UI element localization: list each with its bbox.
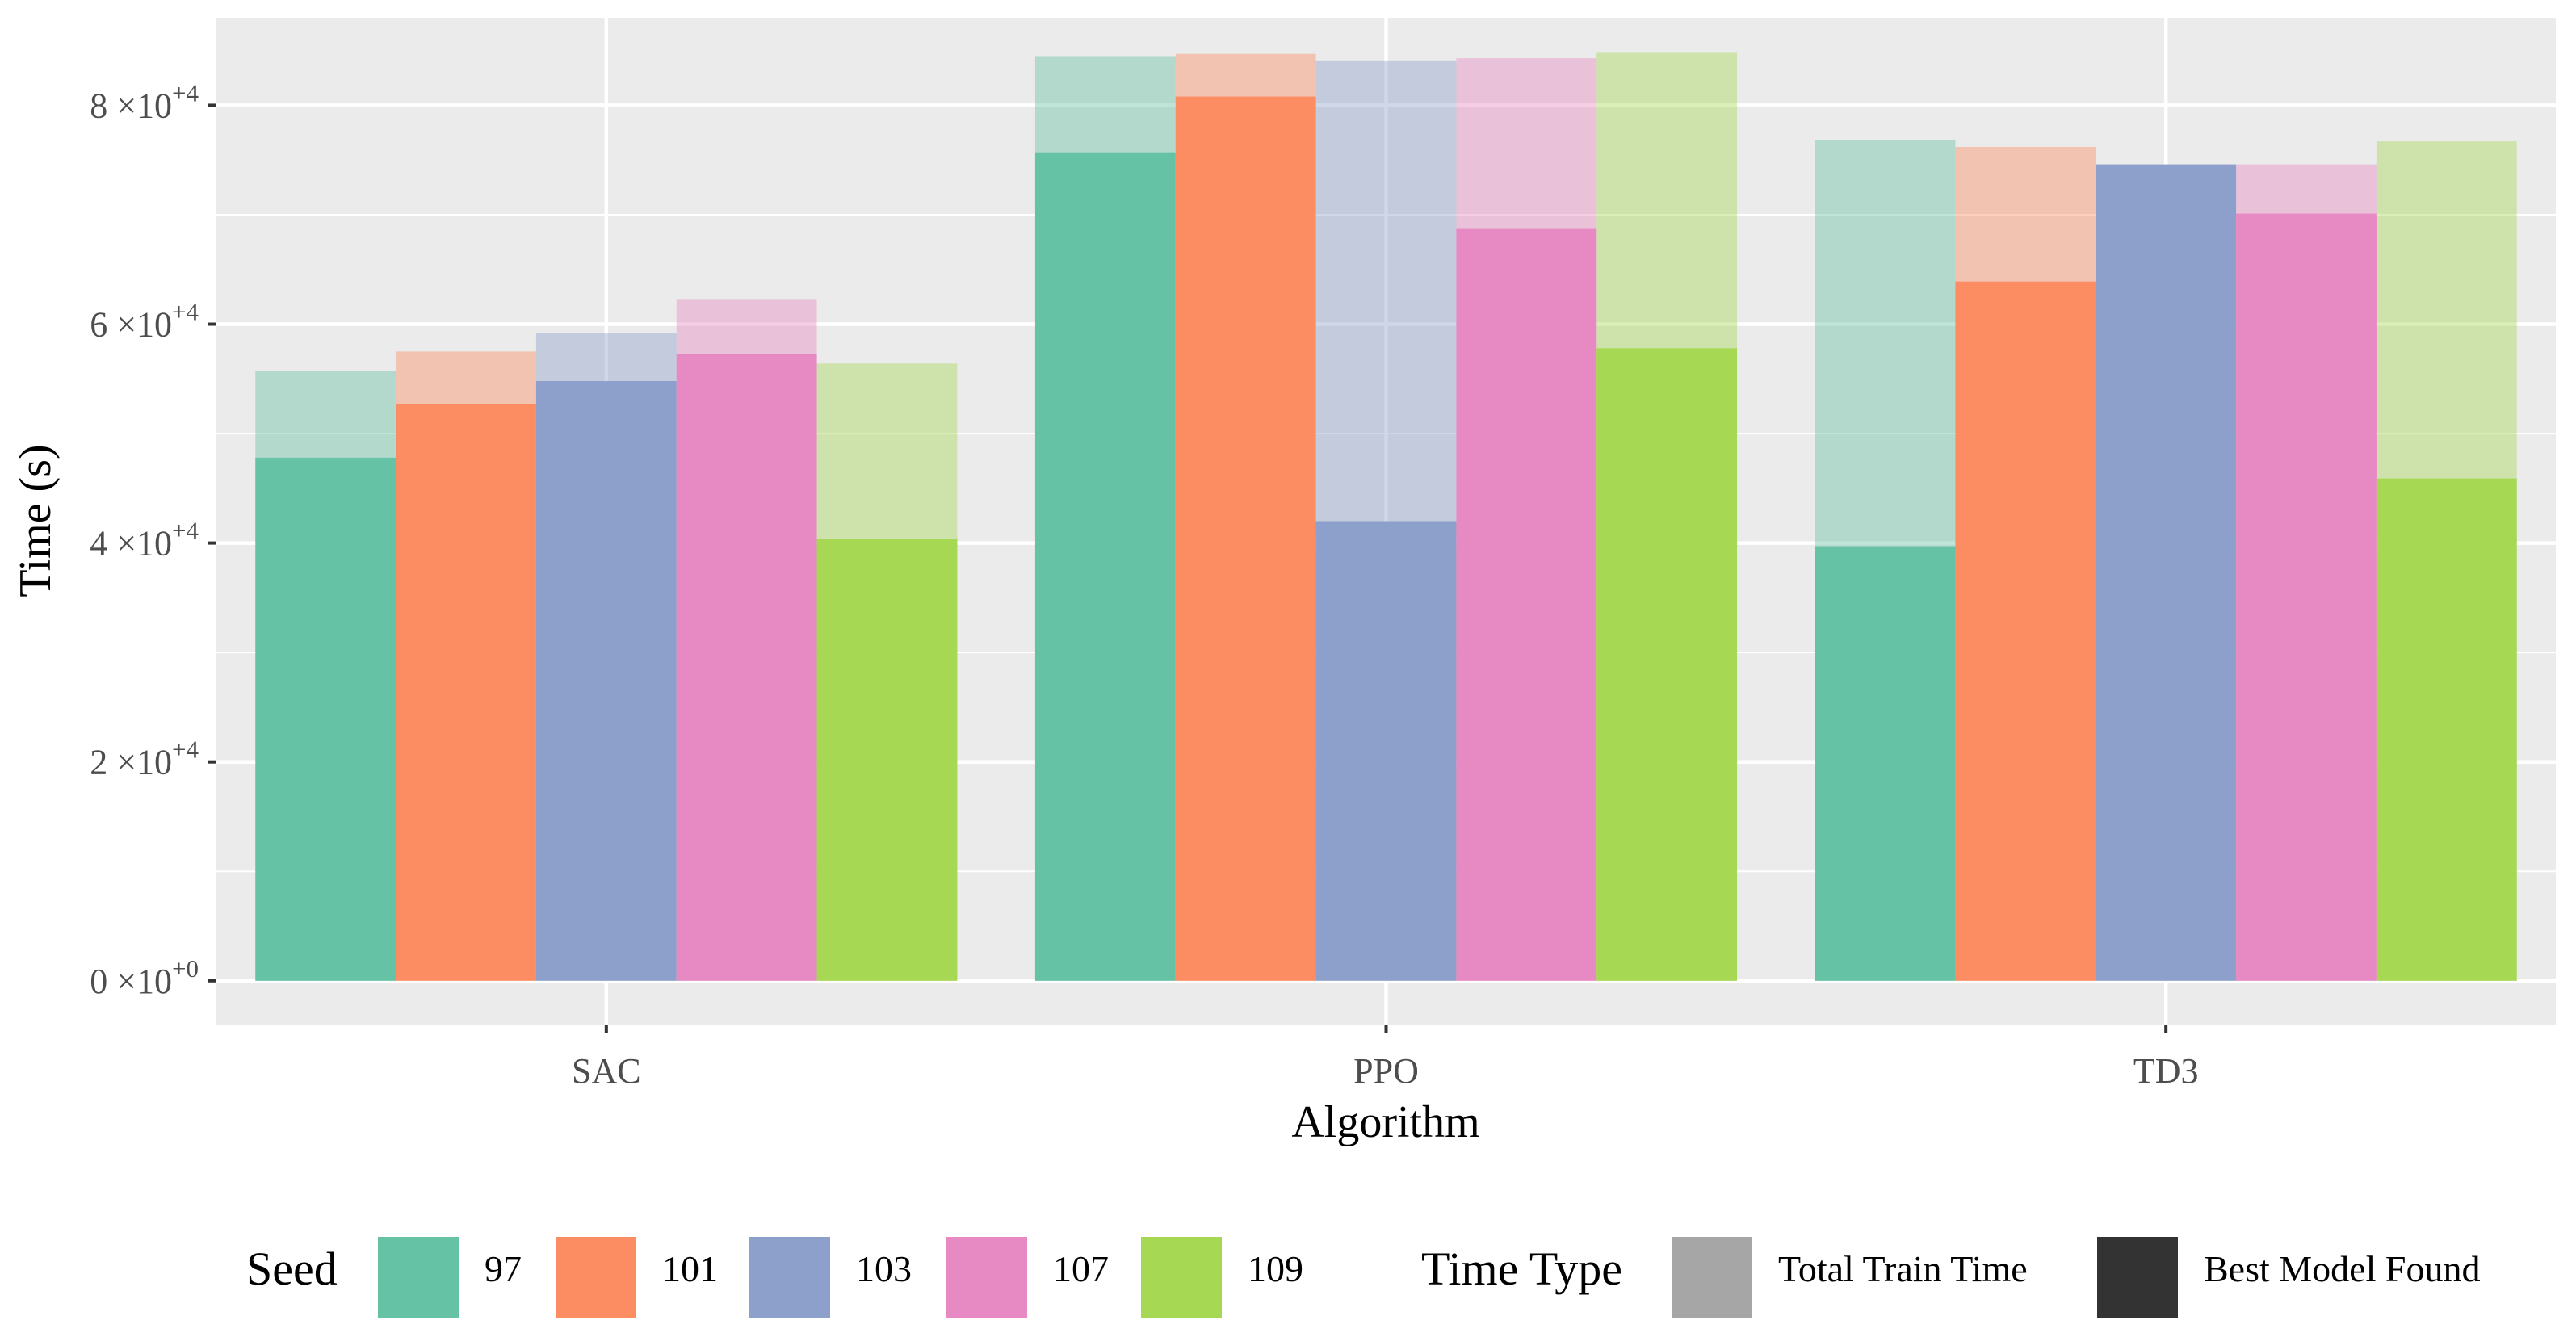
legend-title-time-type: Time Type <box>1421 1243 1622 1295</box>
bar-best-model-found <box>676 354 817 981</box>
y-tick-mantissa: 0 <box>90 962 107 1001</box>
y-tick-exponent: +4 <box>172 517 199 545</box>
legend-label-seed: 97 <box>485 1248 522 1289</box>
bar-best-model-found <box>535 381 677 981</box>
bar-best-model-found <box>396 404 536 981</box>
y-axis: 0 ×10+02 ×10+44 ×10+46 ×10+48 ×10+4 <box>90 78 216 1001</box>
legend-key-seed <box>749 1237 830 1318</box>
y-tick-times: ×10 <box>116 524 172 564</box>
legend-key-seed <box>556 1237 636 1318</box>
y-tick-label: 0 ×10+0 <box>90 954 199 1001</box>
bar-best-model-found <box>1175 96 1316 981</box>
legend-key-time-type <box>1672 1237 1752 1318</box>
y-tick-exponent: +4 <box>172 78 199 107</box>
legend: Seed 97 101 103 107 109 Time Type Total Train T… <box>246 1237 2480 1318</box>
legend-key-seed <box>378 1237 459 1318</box>
bar-best-model-found <box>1315 521 1457 981</box>
y-tick-times: ×10 <box>116 743 172 782</box>
legend-key-seed <box>946 1237 1027 1318</box>
legend-label-time-type: Best Model Found <box>2204 1248 2480 1289</box>
y-tick-space <box>107 743 116 782</box>
bar-best-model-found <box>2376 478 2517 981</box>
x-axis-title: Algorithm <box>1291 1097 1479 1147</box>
y-tick-space <box>107 305 116 345</box>
legend-label-seed: 103 <box>856 1248 912 1289</box>
y-tick-times: ×10 <box>116 305 172 345</box>
bars <box>255 52 2517 981</box>
bar-best-model-found <box>1034 152 1176 981</box>
x-tick-label: SAC <box>572 1051 641 1091</box>
y-tick-mantissa: 4 <box>90 524 107 564</box>
y-tick-mantissa: 2 <box>90 743 107 782</box>
y-tick-mantissa: 6 <box>90 305 107 345</box>
legend-label-time-type: Total Train Time <box>1778 1248 2028 1289</box>
bar-best-model-found <box>816 539 958 981</box>
bar-best-model-found <box>1456 228 1597 981</box>
x-tick-label: PPO <box>1353 1051 1419 1091</box>
y-tick-space <box>107 86 116 125</box>
y-tick-mantissa: 8 <box>90 86 107 125</box>
y-tick-label: 8 ×10+4 <box>90 78 199 125</box>
y-tick-exponent: +0 <box>172 954 199 983</box>
legend-key-seed <box>1141 1237 1222 1318</box>
y-tick-exponent: +4 <box>172 736 199 764</box>
x-axis: SAC PPO TD3 <box>572 1025 2198 1091</box>
y-tick-label: 2 ×10+4 <box>90 736 199 782</box>
bar-best-model-found <box>1815 546 1956 981</box>
legend-key-time-type <box>2097 1237 2178 1318</box>
legend-label-seed: 101 <box>662 1248 718 1289</box>
y-axis-title: Time (s) <box>10 444 61 597</box>
y-tick-space <box>107 962 116 1001</box>
bar-best-model-found <box>2096 164 2237 981</box>
legend-label-seed: 109 <box>1248 1248 1303 1289</box>
y-tick-label: 6 ×10+4 <box>90 298 199 345</box>
y-tick-space <box>107 524 116 564</box>
y-tick-exponent: +4 <box>172 298 199 326</box>
legend-label-seed: 107 <box>1053 1248 1109 1289</box>
y-tick-times: ×10 <box>116 962 172 1001</box>
bar-best-model-found <box>1596 348 1738 981</box>
y-tick-label: 4 ×10+4 <box>90 517 199 564</box>
bar-best-model-found <box>1955 281 2096 981</box>
bar-best-model-found <box>255 457 396 981</box>
legend-title-seed: Seed <box>246 1243 338 1295</box>
bar-best-model-found <box>2236 213 2377 981</box>
x-tick-label: TD3 <box>2133 1051 2199 1091</box>
y-tick-times: ×10 <box>116 86 172 125</box>
